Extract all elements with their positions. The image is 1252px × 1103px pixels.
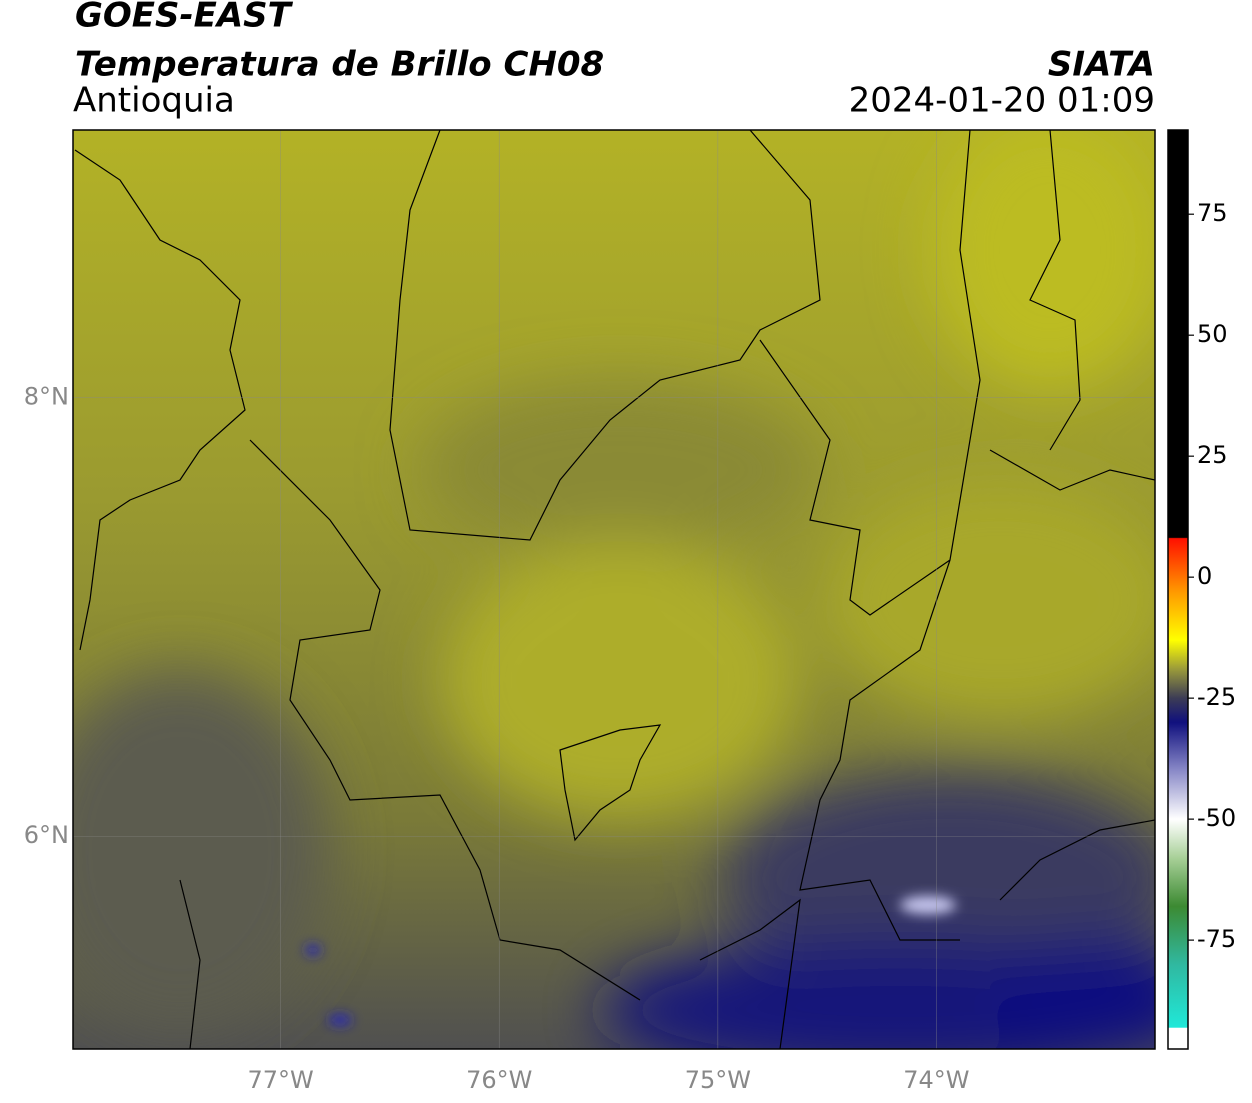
subtitle: Temperatura de Brillo CH08 <box>75 45 604 85</box>
x-tick-label: 74°W <box>903 1066 969 1094</box>
region: Antioquia <box>73 81 235 121</box>
y-tick-label: 6°N <box>24 821 69 849</box>
colorbar-tick-label: -75 <box>1197 925 1236 953</box>
colorbar-tick-label: 0 <box>1197 562 1212 590</box>
map-image <box>73 130 1155 1049</box>
x-tick-label: 75°W <box>685 1066 751 1094</box>
x-tick-label: 77°W <box>248 1066 314 1094</box>
colorbar-tick-label: 25 <box>1197 441 1228 469</box>
map-frame <box>72 129 1156 1050</box>
x-tick-label: 76°W <box>466 1066 532 1094</box>
title: GOES-EAST <box>75 0 294 36</box>
colorbar-tick-label: -50 <box>1197 804 1236 832</box>
source: SIATA <box>1048 45 1155 85</box>
y-tick-label: 8°N <box>24 383 69 411</box>
colorbar <box>1167 129 1189 1050</box>
colorbar-tick-label: -25 <box>1197 683 1236 711</box>
grid <box>73 130 1155 1049</box>
colorbar-tick-label: 75 <box>1197 199 1228 227</box>
timestamp: 2024-01-20 01:09 <box>849 81 1155 121</box>
colorbar-tick-label: 50 <box>1197 320 1228 348</box>
